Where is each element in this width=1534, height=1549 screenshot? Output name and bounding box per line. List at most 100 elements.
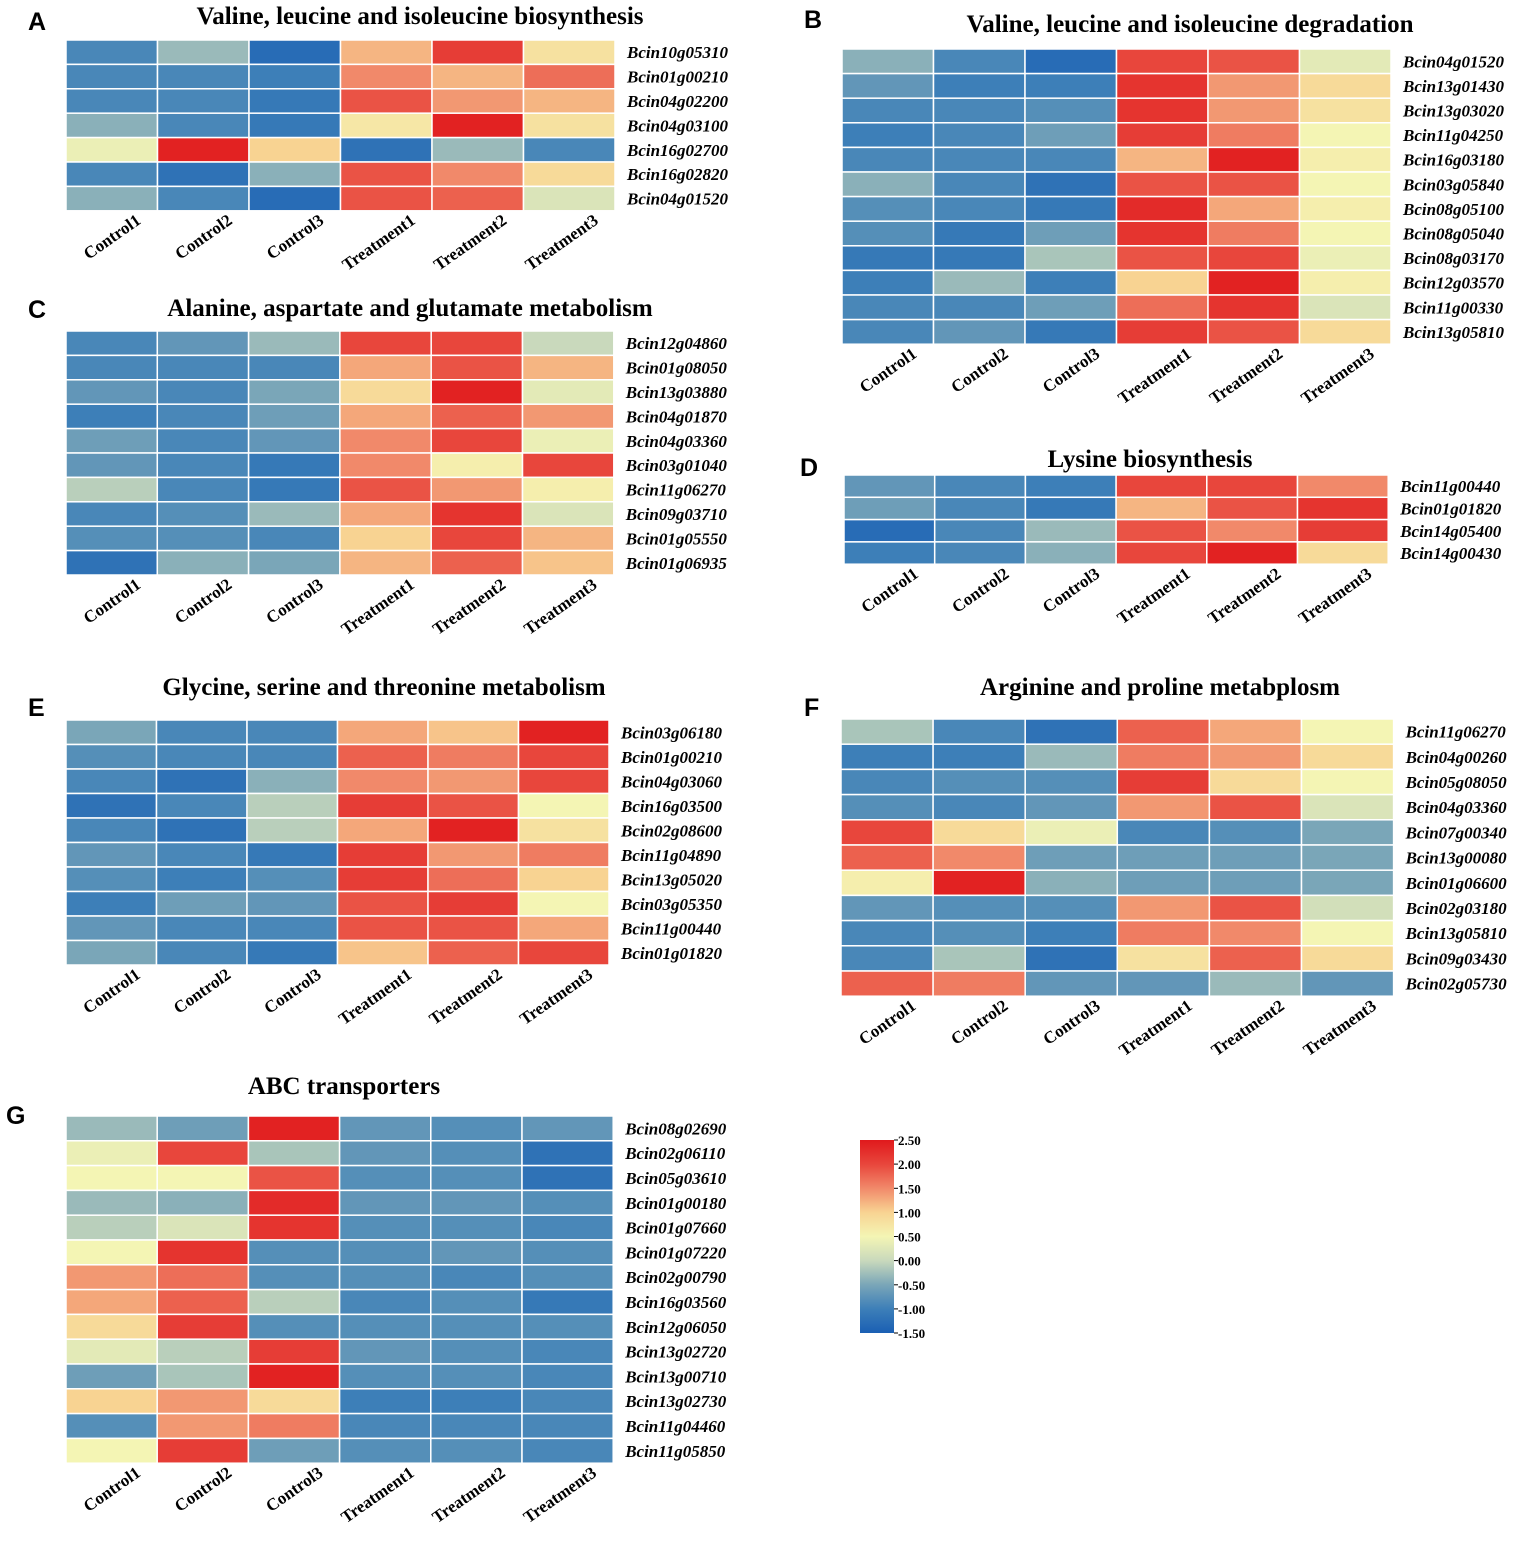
heatmap-cell: [338, 1239, 432, 1266]
heatmap-cell: [1207, 48, 1301, 75]
heatmap-cell: [247, 476, 341, 503]
heatmap-cell: [431, 88, 525, 114]
heatmap-cell: [1116, 844, 1211, 871]
heatmap-cell: [427, 841, 520, 868]
heatmap-cell: [1024, 844, 1119, 871]
heatmap-cell: [1115, 97, 1209, 124]
heatmap-cell: [65, 915, 158, 942]
heatmap-cell: [65, 476, 159, 503]
heatmap-cell: [1206, 541, 1299, 565]
row-label: Bcin01g07220: [624, 1243, 727, 1262]
heatmap-cell: [521, 1239, 614, 1266]
heatmap-cell: [339, 501, 432, 527]
heatmap-cell: [65, 1288, 158, 1316]
heatmap-cell: [339, 39, 433, 66]
heatmap-cell: [932, 72, 1026, 99]
heatmap-cell: [1115, 269, 1209, 296]
column-label: Treatment3: [516, 965, 596, 1029]
heatmap-cell: [336, 817, 429, 844]
heatmap-cell: [246, 939, 339, 966]
row-label: Bcin01g00210: [626, 68, 729, 87]
heatmap-panel-f: F Arginine and proline metabplosm Bcin11g0…: [804, 674, 1507, 1060]
heatmap-cell: [65, 1164, 158, 1192]
heatmap-cell: [1116, 970, 1211, 997]
heatmap-cell: [247, 403, 341, 430]
heatmap-cell: [65, 185, 159, 212]
heatmap-cell: [1298, 146, 1392, 173]
heatmap-cell: [841, 48, 935, 75]
heatmap-cell: [840, 894, 934, 922]
heatmap-cell: [1296, 474, 1389, 499]
heatmap-cell: [1298, 245, 1392, 272]
heatmap-cell: [1116, 919, 1211, 947]
heatmap-cell: [1208, 819, 1303, 846]
heatmap-cell: [933, 496, 1027, 521]
heatmap-cell: [1024, 318, 1118, 345]
heatmap-cell: [339, 549, 432, 576]
heatmap-cell: [338, 1437, 432, 1464]
column-label: Control3: [261, 965, 325, 1018]
heatmap-cell: [1115, 195, 1209, 222]
row-label: Bcin04g03360: [1405, 798, 1508, 817]
heatmap-cell: [1208, 970, 1303, 997]
heatmap-cell: [65, 88, 159, 114]
row-label: Bcin11g04460: [624, 1417, 726, 1436]
column-label: Treatment1: [1115, 344, 1195, 408]
heatmap-cell: [156, 1115, 250, 1142]
row-label: Bcin04g03100: [626, 116, 729, 135]
row-label: Bcin08g02690: [624, 1119, 727, 1138]
heatmap-panel-b: B Valine, leucine and isoleucine degradat…: [804, 6, 1505, 408]
heatmap-cell: [1024, 793, 1119, 821]
heatmap-cell: [336, 915, 429, 942]
heatmap-cell: [246, 841, 339, 868]
heatmap-cell: [932, 743, 1026, 771]
heatmap-cell: [1206, 474, 1299, 499]
heatmap-cell: [1207, 220, 1301, 247]
heatmap-cell: [156, 1412, 250, 1440]
heatmap-cell: [517, 890, 610, 917]
row-label: Bcin13g05020: [620, 870, 723, 889]
row-label: Bcin13g03880: [625, 383, 728, 402]
heatmap-cell: [246, 743, 339, 770]
heatmap-cell: [156, 452, 250, 479]
heatmap-cell: [247, 379, 341, 405]
heatmap-cell: [247, 1313, 341, 1340]
heatmap-cell: [1116, 819, 1211, 846]
row-label: Bcin11g04890: [620, 846, 722, 865]
heatmap-cell: [522, 112, 616, 139]
heatmap-cell: [247, 1164, 341, 1192]
row-label: Bcin14g00430: [1399, 544, 1502, 563]
heatmap-cell: [338, 1115, 432, 1142]
heatmap-cell: [247, 1338, 341, 1365]
heatmap-cell: [517, 939, 610, 966]
heatmap-cell: [430, 1412, 523, 1440]
heatmap-cell: [843, 541, 936, 565]
heatmap-cell: [1024, 718, 1119, 745]
heatmap-cell: [517, 817, 610, 844]
heatmap-cell: [338, 1288, 432, 1316]
column-label: Treatment2: [426, 965, 506, 1029]
row-label: Bcin03g01040: [625, 456, 728, 475]
heatmap-cell: [65, 1239, 158, 1266]
heatmap-cell: [1207, 245, 1301, 272]
heatmap-cell: [247, 1437, 341, 1464]
heatmap-cell: [932, 122, 1026, 149]
heatmap-cell: [521, 525, 615, 552]
heatmap-cell: [932, 245, 1026, 272]
heatmap-cell: [246, 817, 339, 844]
heatmap-cell: [338, 1264, 432, 1291]
legend-tick-label: -0.50: [898, 1278, 925, 1293]
heatmap-cell: [1207, 72, 1301, 99]
panel-letter: C: [28, 296, 46, 324]
heatmap-cell: [65, 379, 159, 405]
heatmap-cell: [248, 88, 342, 114]
heatmap-cell: [427, 890, 520, 917]
heatmap-cell: [1024, 97, 1118, 124]
heatmap-cell: [336, 719, 429, 746]
heatmap-cell: [521, 403, 615, 430]
heatmap-cell: [1208, 869, 1303, 897]
column-label: Control1: [80, 965, 144, 1018]
heatmap-cell: [430, 1388, 523, 1415]
heatmap-cell: [841, 220, 935, 247]
row-label: Bcin04g03360: [625, 432, 728, 451]
